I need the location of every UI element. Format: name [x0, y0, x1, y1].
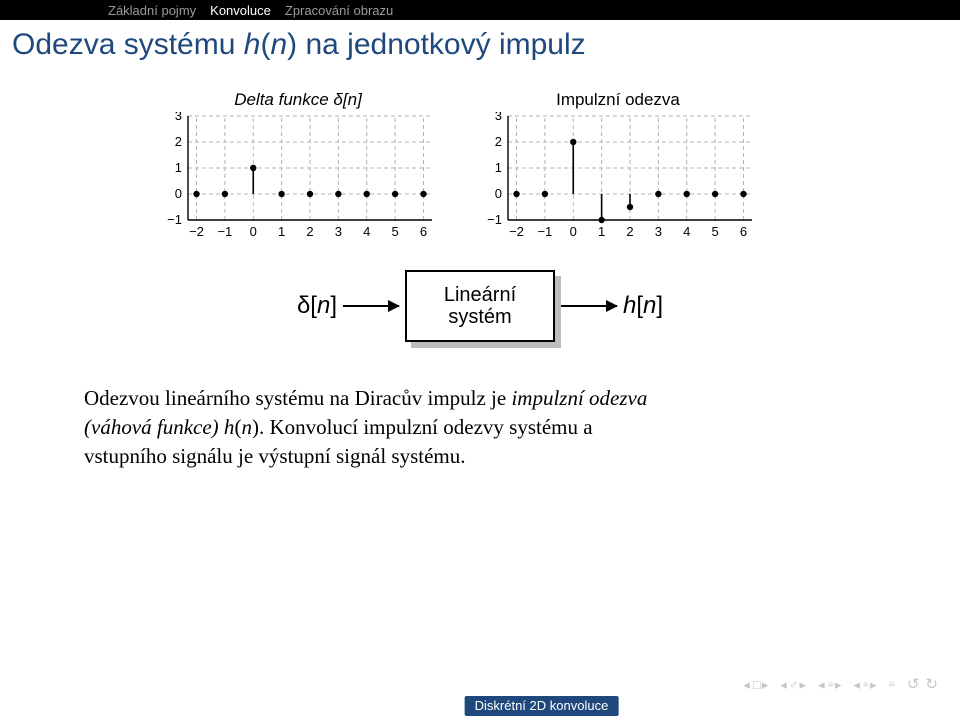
diagram-out-h: h: [623, 292, 636, 319]
plot-delta: Delta funkce δ[n] −1 0 1 2 3 −2 −1 0 1 2 3 4 5 6: [158, 90, 438, 240]
svg-text:1: 1: [278, 224, 285, 239]
body-3: vstupního signálu je výstupní signál sys…: [84, 444, 466, 468]
svg-text:2: 2: [495, 134, 502, 149]
title-pc: ): [287, 28, 297, 61]
block-wrap: Lineární systém: [405, 270, 555, 342]
nav-fwd[interactable]: ↻: [925, 675, 938, 694]
svg-text:2: 2: [626, 224, 633, 239]
nav-prev[interactable]: ◂≡▸: [818, 677, 841, 693]
breadcrumb-item-2[interactable]: Zpracování obrazu: [285, 3, 393, 18]
plot-delta-title-a: Delta funkce δ[: [234, 90, 347, 109]
page-title: Odezva systému h(n) na jednotkový impulz: [0, 20, 960, 62]
arrow-out: [561, 305, 617, 307]
svg-text:6: 6: [740, 224, 747, 239]
breadcrumb-item-1[interactable]: Konvoluce: [210, 3, 271, 18]
svg-text:−1: −1: [487, 212, 502, 227]
svg-text:3: 3: [335, 224, 342, 239]
body-2n: n: [241, 415, 252, 439]
plot-delta-title-n: n: [348, 90, 357, 109]
svg-text:1: 1: [175, 160, 182, 175]
footer: ◂□▸ ◂♂▸ ◂≡▸ ◂≡▸ ≡ ↺↻ Diskrétní 2D konvol…: [0, 694, 960, 720]
svg-text:3: 3: [655, 224, 662, 239]
title-po: (: [260, 28, 270, 61]
svg-text:−1: −1: [537, 224, 552, 239]
nav-first[interactable]: ◂□▸: [743, 677, 768, 693]
diagram-output-label: h[n]: [623, 292, 663, 320]
svg-text:2: 2: [306, 224, 313, 239]
svg-text:1: 1: [598, 224, 605, 239]
svg-text:0: 0: [250, 224, 257, 239]
block-line1: Lineární: [444, 284, 516, 306]
diagram-in-b: ]: [330, 292, 337, 319]
svg-text:−1: −1: [167, 212, 182, 227]
title-n: n: [270, 28, 287, 61]
plot-delta-title-b: ]: [357, 90, 362, 109]
nav-next[interactable]: ◂≡▸: [853, 677, 876, 693]
nav-prev-section[interactable]: ◂♂▸: [780, 677, 806, 693]
nav-back[interactable]: ↺: [907, 675, 920, 694]
footer-label: Diskrétní 2D konvoluce: [465, 696, 619, 716]
breadcrumb-item-0[interactable]: Základní pojmy: [108, 3, 196, 18]
topbar: Základní pojmy Konvoluce Zpracování obra…: [0, 0, 960, 20]
body-1a: Odezvou lineárního systému na Diracův im…: [84, 386, 511, 410]
arrow-in: [343, 305, 399, 307]
system-block: Lineární systém: [405, 270, 555, 342]
body-2em: (váhová funkce) h: [84, 415, 234, 439]
svg-text:3: 3: [495, 112, 502, 123]
svg-text:5: 5: [711, 224, 718, 239]
block-diagram: δ[n] Lineární systém h[n]: [0, 270, 960, 342]
plot-impulse-title: Impulzní odezva: [478, 90, 758, 110]
title-h: h: [244, 28, 261, 61]
plot-delta-title: Delta funkce δ[n]: [158, 90, 438, 110]
body-text: Odezvou lineárního systému na Diracův im…: [0, 384, 960, 471]
svg-text:2: 2: [175, 134, 182, 149]
block-line2: systém: [448, 306, 511, 328]
svg-text:−2: −2: [509, 224, 524, 239]
nav-end[interactable]: ≡: [889, 679, 895, 691]
diagram-in-n: n: [317, 292, 330, 319]
plots-row: Delta funkce δ[n] −1 0 1 2 3 −2 −1 0 1 2 3 4 5 6 Impu…: [0, 90, 960, 240]
svg-text:5: 5: [391, 224, 398, 239]
plot-impulse: Impulzní odezva −1 0 1 2 3 −2 −1 0 1 2 3 4 5 6: [478, 90, 758, 240]
body-1em: impulzní odezva: [511, 386, 647, 410]
svg-text:4: 4: [683, 224, 690, 239]
diagram-input-label: δ[n]: [297, 292, 337, 320]
plot-impulse-svg: −1 0 1 2 3 −2 −1 0 1 2 3 4 5 6: [478, 112, 758, 240]
svg-text:−2: −2: [189, 224, 204, 239]
svg-text:0: 0: [495, 186, 502, 201]
svg-text:6: 6: [420, 224, 427, 239]
diagram-in-a: δ[: [297, 292, 317, 319]
diagram-out-n: n: [643, 292, 656, 319]
svg-text:4: 4: [363, 224, 370, 239]
diagram-out-close: ]: [656, 292, 663, 319]
nav-icons: ◂□▸ ◂♂▸ ◂≡▸ ◂≡▸ ≡ ↺ ↻: [743, 675, 938, 694]
body-2after: . Konvolucí impulzní odezvy systému a: [259, 415, 593, 439]
svg-text:0: 0: [570, 224, 577, 239]
plot-delta-svg: −1 0 1 2 3 −2 −1 0 1 2 3 4 5 6: [158, 112, 438, 240]
svg-text:1: 1: [495, 160, 502, 175]
body-2pc: ): [252, 415, 259, 439]
svg-text:−1: −1: [217, 224, 232, 239]
title-text-a: Odezva systému: [12, 28, 244, 61]
svg-text:0: 0: [175, 186, 182, 201]
title-text-b: na jednotkový impulz: [297, 28, 586, 61]
svg-text:3: 3: [175, 112, 182, 123]
